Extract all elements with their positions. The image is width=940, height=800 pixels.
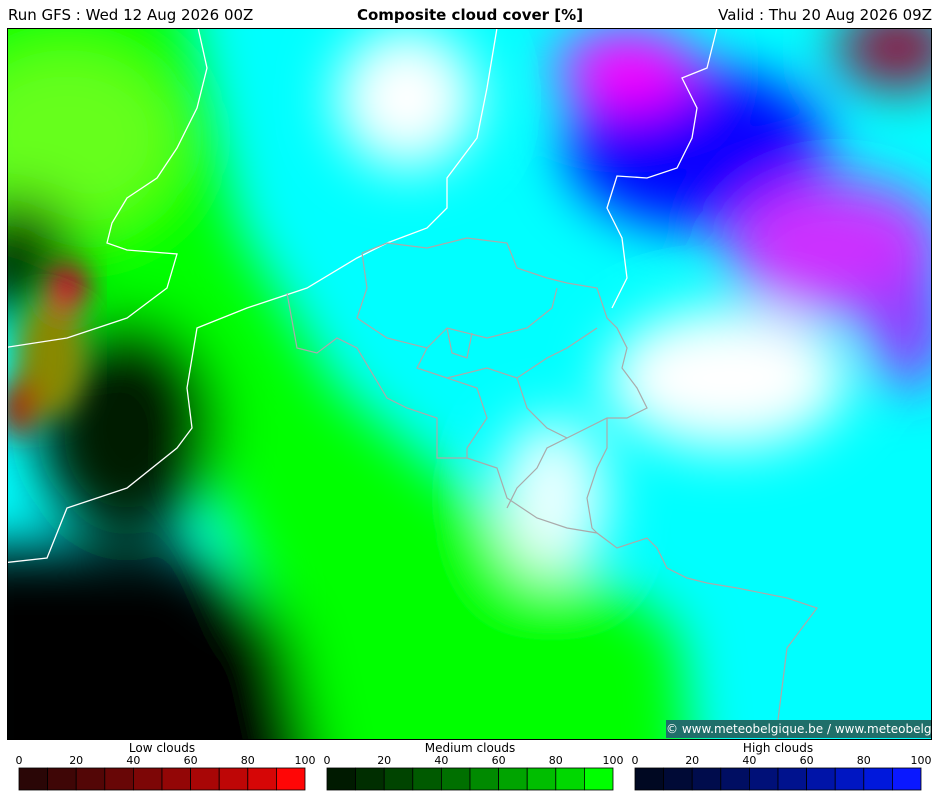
legend-tick-label: 0 [632, 754, 639, 767]
legend-swatch [555, 767, 585, 791]
legend-swatch [275, 767, 306, 791]
legend-swatch [218, 767, 249, 791]
legend-swatch [834, 767, 865, 791]
legend-swatch [691, 767, 722, 791]
legend-tick-label: 100 [603, 754, 624, 767]
cloud-map [7, 28, 932, 740]
coastline [7, 28, 718, 564]
valid-time: Valid : Thu 20 Aug 2026 09Z [718, 6, 932, 24]
legend-tick-label: 0 [16, 754, 23, 767]
map-title: Composite cloud cover [%] [356, 6, 584, 24]
legend-tick-label: 20 [69, 754, 83, 767]
legend-swatch [634, 767, 665, 791]
legend-swatch [663, 767, 693, 791]
legend-swatch [161, 767, 192, 791]
legend-tick-label: 80 [549, 754, 563, 767]
legend-swatch [584, 767, 614, 791]
cloud-field [7, 28, 932, 740]
legend-swatch [132, 767, 163, 791]
legend-swatch [806, 767, 836, 791]
legend-swatch [469, 767, 500, 791]
legend-swatch [190, 767, 220, 791]
legend-tick-label: 80 [241, 754, 255, 767]
legend-swatch [47, 767, 77, 791]
legend-swatch [498, 767, 528, 791]
legends: Low clouds 0 20 40 60 80 100 Medium clouds 0 20 40… [16, 741, 932, 791]
legend-tick-label: 60 [184, 754, 198, 767]
legend-swatch [526, 767, 557, 791]
legend-swatch [75, 767, 106, 791]
legend-title: Medium clouds [425, 741, 516, 755]
legend-swatch [326, 767, 357, 791]
legend-title: Low clouds [129, 741, 195, 755]
legend-swatch [440, 767, 471, 791]
legend-swatch [355, 767, 385, 791]
legend-tick-label: 20 [377, 754, 391, 767]
legend-swatch [777, 767, 808, 791]
legend-swatch [383, 767, 414, 791]
legend-swatch [749, 767, 779, 791]
legend-tick-label: 0 [324, 754, 331, 767]
legend-swatch [412, 767, 442, 791]
legend-swatch [18, 767, 49, 791]
borders [286, 237, 818, 740]
legend-tick-label: 80 [857, 754, 871, 767]
legend-swatch [104, 767, 134, 791]
legend-tick-label: 100 [295, 754, 316, 767]
legend-tick-label: 20 [685, 754, 699, 767]
legend-swatch [720, 767, 750, 791]
legend-tick-label: 100 [911, 754, 932, 767]
legend-tick-label: 40 [742, 754, 756, 767]
legend-swatch [892, 767, 922, 791]
legend-tick-label: 60 [492, 754, 506, 767]
legend-swatch [863, 767, 893, 791]
legend-swatch [247, 767, 277, 791]
legend-tick-label: 60 [800, 754, 814, 767]
legend-tick-label: 40 [434, 754, 448, 767]
run-info: Run GFS : Wed 12 Aug 2026 00Z [8, 6, 254, 24]
credit: © www.meteobelgique.be / www.meteobelgie… [666, 720, 940, 738]
legend-tick-label: 40 [126, 754, 140, 767]
legend-title: High clouds [743, 741, 813, 755]
